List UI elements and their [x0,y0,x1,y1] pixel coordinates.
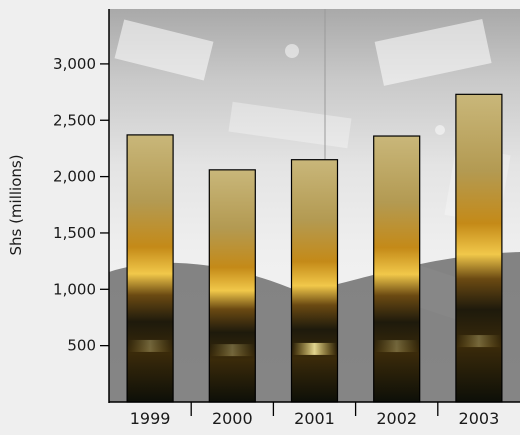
bar-glow [210,344,255,357]
y-tick-label: 3,000 [53,55,96,73]
y-tick-label: 2,500 [53,111,96,129]
bar-2000 [208,169,256,403]
bar-2001 [290,159,339,403]
bar-glow [374,340,419,353]
bar-glow [128,339,173,352]
y-axis-label: Shs (millions) [7,154,25,255]
x-tick-label: 2003 [459,409,500,428]
x-tick-label: 1999 [130,409,171,428]
x-tick-label: 2002 [376,409,417,428]
x-ticks: 1999 2000 2001 2002 2003 [130,402,500,428]
bar-2002 [373,135,421,403]
y-ticks: 500 1,000 1,500 2,000 2,500 3,000 [53,55,109,355]
x-tick-label: 2001 [294,409,335,428]
bar-2003 [455,93,503,403]
y-tick-label: 500 [67,337,96,355]
y-tick-label: 1,500 [53,224,96,242]
bar-glow [456,335,501,348]
x-tick-label: 2000 [212,409,253,428]
bar-glow [292,342,337,355]
bar-1999 [126,134,174,403]
y-tick-label: 1,000 [53,280,96,298]
y-tick-label: 2,000 [53,168,96,186]
